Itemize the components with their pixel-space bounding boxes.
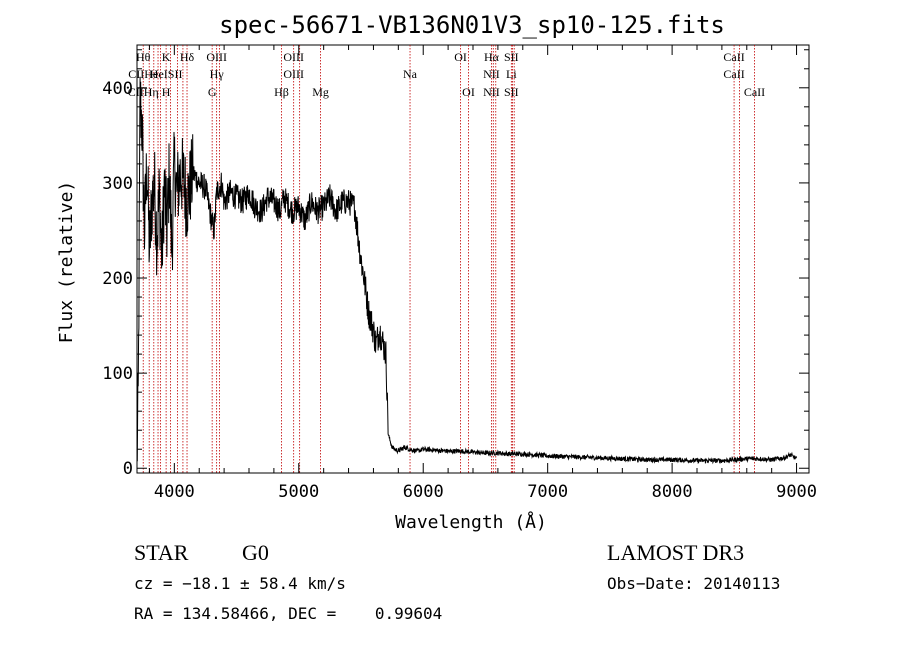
coordinates-text: RA = 134.58466, DEC = 0.99604: [134, 604, 443, 623]
y-tick-label: 400: [102, 79, 133, 99]
axis-ticks: [137, 45, 809, 473]
x-tick-label: 9000: [776, 482, 817, 502]
spectral-line-label: G: [208, 85, 217, 99]
object-class: STAR: [134, 540, 189, 565]
spectral-lines: [142, 45, 755, 473]
spectral-line-label: CaII: [723, 50, 744, 64]
y-tick-label: 0: [123, 459, 133, 479]
y-axis-label: Flux (relative): [56, 181, 77, 344]
spectral-line-label: CaII: [744, 85, 765, 99]
spectral-line-label: Hθ: [136, 50, 151, 64]
spectral-line-labels: Hθ CIIHe CIIHη K HeISII H Hδ G OIII Hγ Hβ OIII OIII M…: [128, 50, 765, 99]
spectral-line-label: CIIHe: [128, 67, 158, 81]
spectral-line-label: H: [162, 85, 171, 99]
spectral-line-label: OI: [462, 85, 475, 99]
tick-labels: 4000 5000 6000 7000 8000 9000 0 100 200 300 400: [102, 79, 817, 502]
y-tick-label: 100: [102, 364, 133, 384]
spectral-line-label: SII: [504, 50, 519, 64]
spectrum-line: [136, 76, 798, 465]
object-subclass: G0: [242, 540, 269, 565]
spectral-line-label: CIIHη: [128, 85, 159, 99]
y-tick-label: 300: [102, 174, 133, 194]
spectral-line-label: Hβ: [274, 85, 289, 99]
spectral-line-label: NII: [483, 85, 500, 99]
x-tick-label: 7000: [527, 482, 568, 502]
spectral-line-label: Hγ: [210, 67, 225, 81]
x-tick-label: 6000: [403, 482, 444, 502]
x-tick-label: 8000: [652, 482, 693, 502]
spectral-line-label: CaII: [723, 67, 744, 81]
x-axis-label: Wavelength (Å): [395, 511, 547, 533]
obs-date-text: Obs−Date: 20140113: [607, 574, 781, 593]
survey-name: LAMOST DR3: [607, 540, 745, 565]
x-tick-label: 4000: [154, 482, 195, 502]
spectral-line-label: Mg: [312, 85, 329, 99]
spectral-line-label: OIII: [206, 50, 227, 64]
y-tick-label: 200: [102, 269, 133, 289]
spectral-line-label: SII: [504, 85, 519, 99]
spectral-line-label: Na: [403, 67, 418, 81]
spectral-line-label: NII: [483, 67, 500, 81]
spectral-line-label: Li: [506, 67, 517, 81]
spectral-line-label: OIII: [283, 50, 304, 64]
spectral-line-label: HeISII: [150, 67, 183, 81]
spectral-line-label: Hδ: [180, 50, 195, 64]
redshift-text: cz = −18.1 ± 58.4 km/s: [134, 574, 346, 593]
chart-title: spec-56671-VB136N01V3_sp10-125.fits: [219, 11, 725, 39]
spectral-line-label: OI: [454, 50, 467, 64]
spectral-line-label: K: [162, 50, 171, 64]
x-tick-label: 5000: [278, 482, 319, 502]
plot-frame: [136, 44, 810, 474]
spectral-line-label: OIII: [283, 67, 304, 81]
spectral-line-label: Hα: [484, 50, 500, 64]
